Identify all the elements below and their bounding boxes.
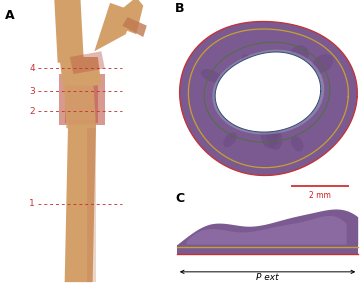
Ellipse shape bbox=[226, 98, 250, 115]
Polygon shape bbox=[87, 128, 96, 282]
Ellipse shape bbox=[312, 54, 333, 73]
Polygon shape bbox=[114, 0, 143, 34]
Text: A: A bbox=[5, 9, 15, 22]
Polygon shape bbox=[59, 57, 101, 86]
Text: 4: 4 bbox=[29, 64, 35, 73]
Ellipse shape bbox=[291, 136, 304, 151]
Ellipse shape bbox=[270, 121, 278, 138]
Text: P ext: P ext bbox=[256, 273, 279, 282]
Polygon shape bbox=[122, 17, 147, 37]
Text: 2: 2 bbox=[29, 107, 35, 116]
Text: 3: 3 bbox=[29, 87, 35, 96]
Text: 1: 1 bbox=[29, 199, 35, 208]
Ellipse shape bbox=[201, 69, 221, 82]
Ellipse shape bbox=[261, 122, 279, 148]
Polygon shape bbox=[54, 0, 84, 63]
Polygon shape bbox=[179, 21, 357, 176]
Text: B: B bbox=[175, 2, 185, 15]
Polygon shape bbox=[63, 71, 96, 128]
Text: 2 mm: 2 mm bbox=[309, 192, 331, 200]
Polygon shape bbox=[177, 209, 358, 245]
Polygon shape bbox=[59, 74, 105, 125]
Polygon shape bbox=[215, 52, 321, 132]
Polygon shape bbox=[84, 3, 135, 57]
Polygon shape bbox=[212, 50, 324, 135]
Ellipse shape bbox=[266, 125, 282, 150]
Text: C: C bbox=[175, 192, 184, 205]
Ellipse shape bbox=[223, 132, 237, 147]
Polygon shape bbox=[186, 216, 347, 245]
Polygon shape bbox=[65, 120, 96, 282]
Ellipse shape bbox=[293, 59, 307, 73]
Polygon shape bbox=[215, 52, 321, 132]
Polygon shape bbox=[177, 245, 358, 254]
Ellipse shape bbox=[291, 58, 308, 76]
Polygon shape bbox=[70, 51, 105, 74]
Ellipse shape bbox=[242, 54, 254, 71]
Polygon shape bbox=[65, 80, 98, 123]
Ellipse shape bbox=[289, 45, 309, 67]
